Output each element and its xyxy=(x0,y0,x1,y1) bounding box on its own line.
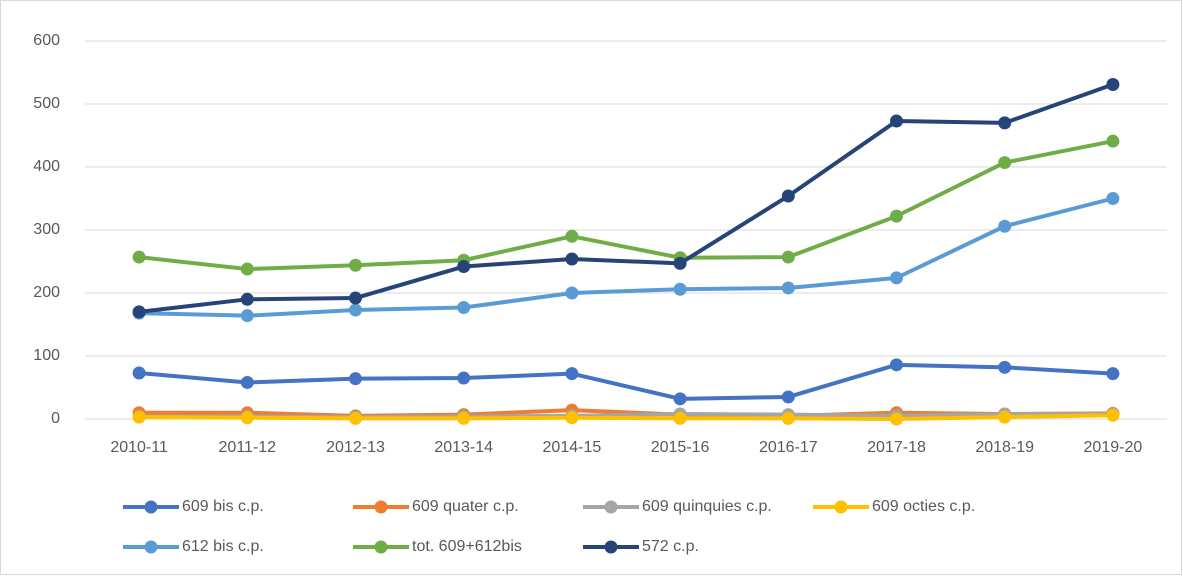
x-tick-label: 2016-17 xyxy=(759,439,818,456)
y-tick-label: 400 xyxy=(33,158,60,175)
data-point xyxy=(1106,367,1120,381)
legend-label: 609 bis c.p. xyxy=(182,498,264,515)
data-point xyxy=(349,303,362,317)
data-point xyxy=(1106,77,1120,91)
y-tick-label: 300 xyxy=(33,221,60,238)
data-point xyxy=(565,229,579,243)
data-point xyxy=(240,411,254,425)
data-point xyxy=(998,116,1012,130)
data-point xyxy=(673,256,687,270)
y-tick-label: 600 xyxy=(33,32,60,49)
series-line xyxy=(139,413,1113,421)
x-tick-label: 2010-11 xyxy=(110,439,168,456)
data-point xyxy=(240,262,254,276)
x-tick-label: 2011-12 xyxy=(219,439,277,456)
data-point xyxy=(781,390,795,404)
data-point xyxy=(240,375,254,389)
data-point xyxy=(132,366,146,380)
legend-swatch-marker xyxy=(604,540,618,554)
x-tick-label: 2018-19 xyxy=(975,439,1034,456)
data-point xyxy=(457,260,471,274)
x-tick-label: 2015-16 xyxy=(651,439,710,456)
legend-swatch-marker xyxy=(144,500,158,514)
legend-swatch-marker xyxy=(374,540,388,554)
data-point xyxy=(457,371,471,385)
x-tick-label: 2019-20 xyxy=(1084,439,1143,456)
y-tick-label: 100 xyxy=(33,347,60,364)
data-point xyxy=(998,360,1012,374)
data-point xyxy=(457,300,471,314)
data-point xyxy=(132,305,146,319)
data-point xyxy=(349,411,362,425)
data-point xyxy=(781,189,795,203)
data-point xyxy=(349,291,362,305)
y-tick-label: 0 xyxy=(51,410,60,427)
data-point xyxy=(673,282,687,296)
x-tick-label: 2012-13 xyxy=(326,439,385,456)
data-point xyxy=(132,410,146,424)
legend-label: 609 quater c.p. xyxy=(412,498,519,515)
data-point xyxy=(890,114,903,128)
series-line xyxy=(138,82,1114,314)
series-line xyxy=(139,196,1114,318)
series-line xyxy=(138,139,1114,272)
data-point xyxy=(349,372,362,386)
data-point xyxy=(457,411,471,425)
data-point xyxy=(998,156,1012,170)
data-point xyxy=(1106,408,1120,422)
legend-label: 609 quinquies c.p. xyxy=(642,498,772,515)
data-point xyxy=(998,219,1012,233)
data-point xyxy=(565,411,579,425)
data-point xyxy=(673,411,687,425)
legend-label: 572 c.p. xyxy=(642,538,699,555)
legend-swatch-marker xyxy=(834,500,848,514)
data-point xyxy=(565,367,579,381)
legend-label: tot. 609+612bis xyxy=(412,538,522,555)
legend-swatch-marker xyxy=(604,500,618,514)
data-point xyxy=(565,286,579,300)
data-point xyxy=(349,258,362,272)
x-tick-label: 2014-15 xyxy=(543,439,602,456)
data-point xyxy=(998,410,1012,424)
data-point xyxy=(781,250,795,264)
data-point xyxy=(565,252,579,266)
legend-label: 612 bis c.p. xyxy=(182,538,264,555)
data-point xyxy=(781,411,795,425)
x-tick-label: 2017-18 xyxy=(867,439,926,456)
data-point xyxy=(781,281,795,295)
legend-swatch-marker xyxy=(144,540,158,554)
legend-swatch-marker xyxy=(374,500,388,514)
y-tick-label: 500 xyxy=(33,95,60,112)
data-point xyxy=(673,392,687,406)
data-point xyxy=(1106,192,1120,205)
x-tick-label: 2013-14 xyxy=(434,439,493,456)
data-point xyxy=(1106,134,1120,148)
data-point xyxy=(890,358,903,372)
series-line xyxy=(138,362,1114,401)
data-point xyxy=(240,292,254,306)
data-point xyxy=(890,271,903,285)
legend-label: 609 octies c.p. xyxy=(872,498,975,515)
data-point xyxy=(132,250,146,264)
data-point xyxy=(240,309,254,323)
data-point xyxy=(890,412,903,426)
y-tick-label: 200 xyxy=(33,284,60,301)
data-point xyxy=(890,209,903,223)
